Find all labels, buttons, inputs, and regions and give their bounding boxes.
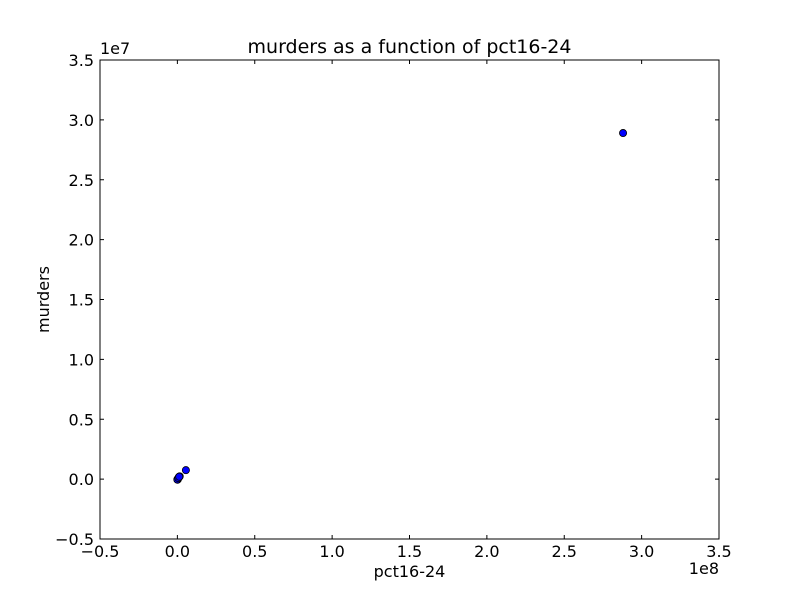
x-tick-label: −0.5 (81, 542, 120, 561)
scatter-point (181, 466, 190, 475)
x-tick-label: 1.0 (319, 542, 344, 561)
y-tick-label: 1.0 (69, 350, 94, 369)
x-axis-offset-label: 1e8 (689, 559, 719, 578)
x-tick-label: 2.5 (552, 542, 577, 561)
x-tick-label: 3.5 (706, 542, 731, 561)
y-tick-label: −0.5 (55, 530, 94, 549)
x-tick-label: 3.0 (629, 542, 654, 561)
y-axis-ticks: −0.5 0.0 0.5 1.0 1.5 2.0 2.5 3.0 3.5 (55, 51, 719, 549)
y-tick-label: 2.5 (69, 171, 94, 190)
chart-title: murders as a function of pct16-24 (248, 36, 572, 58)
x-tick-label: 2.0 (474, 542, 499, 561)
data-points (173, 129, 628, 484)
y-tick-label: 3.5 (69, 51, 94, 70)
x-tick-label: 1.5 (397, 542, 422, 561)
y-tick-label: 1.5 (69, 291, 94, 310)
y-axis-offset-label: 1e7 (100, 39, 130, 58)
y-tick-label: 2.0 (69, 231, 94, 250)
y-tick-label: 0.5 (69, 410, 94, 429)
x-axis-ticks: −0.5 0.0 0.5 1.0 1.5 2.0 2.5 3.0 3.5 (81, 60, 732, 561)
scatter-point (619, 129, 628, 138)
x-tick-label: 0.0 (165, 542, 190, 561)
x-tick-label: 0.5 (242, 542, 267, 561)
y-axis-label: murders (34, 266, 53, 333)
y-tick-label: 0.0 (69, 470, 94, 489)
x-axis-label: pct16-24 (374, 562, 446, 581)
scatter-point (175, 472, 184, 481)
y-tick-label: 3.0 (69, 111, 94, 130)
